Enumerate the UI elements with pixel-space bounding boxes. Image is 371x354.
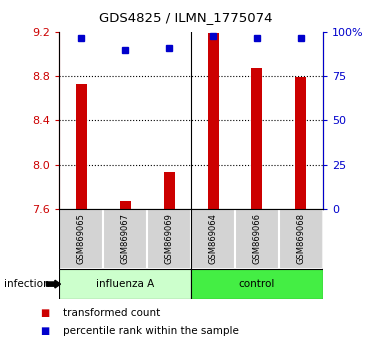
Text: GSM869066: GSM869066	[252, 213, 262, 264]
Text: transformed count: transformed count	[63, 308, 160, 318]
Text: control: control	[239, 279, 275, 289]
Bar	[59, 209, 103, 269]
Bar	[295, 77, 306, 209]
Text: percentile rank within the sample: percentile rank within the sample	[63, 326, 239, 336]
Text: influenza A: influenza A	[96, 279, 154, 289]
Text: GDS4825 / ILMN_1775074: GDS4825 / ILMN_1775074	[99, 11, 272, 24]
Bar	[120, 201, 131, 209]
Text: GSM869067: GSM869067	[121, 213, 130, 264]
Text: GSM869068: GSM869068	[296, 213, 305, 264]
Bar	[147, 209, 191, 269]
Text: GSM869064: GSM869064	[209, 213, 217, 264]
Bar	[235, 209, 279, 269]
Text: GSM869069: GSM869069	[165, 213, 174, 264]
Bar	[191, 209, 235, 269]
Bar	[76, 84, 87, 209]
Bar	[164, 172, 175, 209]
Bar	[59, 269, 191, 299]
Bar	[103, 209, 147, 269]
Bar	[191, 269, 323, 299]
Bar	[207, 33, 219, 209]
Bar	[252, 68, 262, 209]
Text: ■: ■	[40, 326, 49, 336]
Text: ■: ■	[40, 308, 49, 318]
Text: infection: infection	[4, 279, 49, 289]
Text: GSM869065: GSM869065	[77, 213, 86, 264]
Bar	[279, 209, 323, 269]
